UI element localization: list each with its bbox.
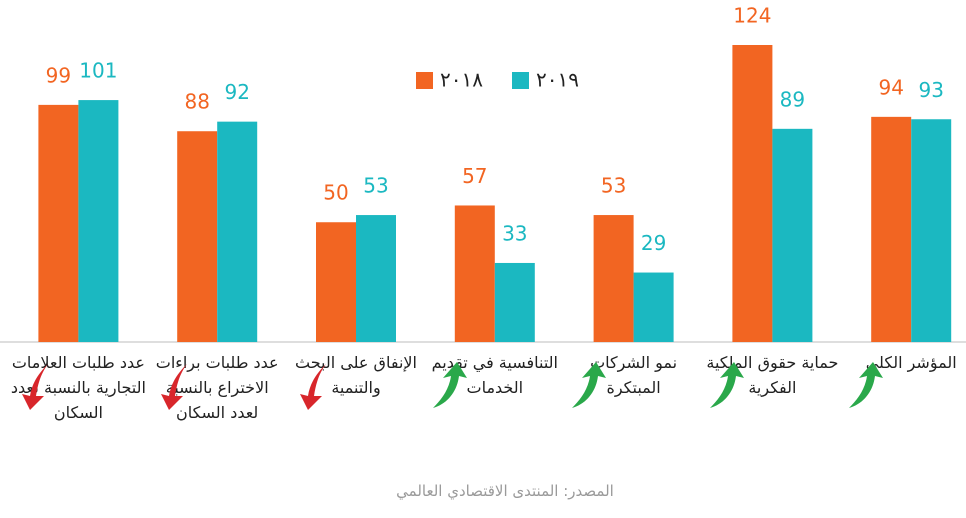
bar bbox=[356, 215, 396, 342]
arrow-shape bbox=[300, 364, 326, 410]
bar bbox=[494, 262, 535, 342]
bar bbox=[871, 116, 912, 343]
data-label: 29 bbox=[641, 231, 666, 255]
source-note: المصدر: المنتدى الاقتصادي العالمي bbox=[396, 482, 614, 500]
bar bbox=[177, 131, 218, 342]
trend-arrow bbox=[161, 364, 188, 410]
data-label: 92 bbox=[224, 80, 249, 104]
arrow-shape bbox=[710, 362, 745, 408]
x-tick-label: عدد طلبات العلامات التجارية بالنسبة لعدد… bbox=[10, 353, 146, 422]
bar bbox=[732, 45, 773, 342]
category-block: حماية حقوق الملكية الفكرية bbox=[704, 350, 840, 408]
data-label: 88 bbox=[184, 90, 209, 114]
data-label: 53 bbox=[601, 174, 626, 198]
bar bbox=[593, 215, 634, 342]
legend-label: ٢٠١٩ bbox=[536, 68, 579, 92]
data-label: 99 bbox=[46, 63, 71, 87]
trend-arrow bbox=[22, 364, 49, 410]
legend-label: ٢٠١٨ bbox=[440, 68, 483, 92]
x-tick-label: نمو الشركات المبتكرة bbox=[590, 353, 678, 397]
trend-arrow bbox=[710, 362, 745, 408]
x-tick-label: الإنفاق على البحث والتنمية bbox=[295, 353, 417, 397]
x-tick-label: المؤشر الكلي bbox=[865, 353, 957, 372]
data-label: 93 bbox=[918, 78, 943, 102]
data-label: 33 bbox=[502, 221, 527, 245]
category-block: عدد طلبات براءات الاختراع بالنسبة لعدد ا… bbox=[149, 350, 285, 425]
category-block: الإنفاق على البحث والتنمية bbox=[288, 350, 424, 410]
x-tick-label: عدد طلبات براءات الاختراع بالنسبة لعدد ا… bbox=[155, 353, 279, 422]
data-label: 53 bbox=[363, 174, 388, 198]
x-tick-label: التنافسية في تقديم الخدمات bbox=[431, 353, 558, 397]
data-label: 101 bbox=[79, 59, 117, 83]
trend-arrow bbox=[432, 362, 467, 408]
bar bbox=[911, 119, 952, 342]
trend-arrow bbox=[849, 362, 884, 408]
bar bbox=[38, 104, 79, 343]
data-label: 89 bbox=[780, 87, 805, 111]
arrow-shape bbox=[849, 362, 884, 408]
arrow-shape bbox=[22, 364, 49, 410]
bar bbox=[454, 205, 495, 342]
arrow-shape bbox=[432, 362, 467, 408]
bar bbox=[316, 222, 356, 342]
category-block: عدد طلبات العلامات التجارية بالنسبة لعدد… bbox=[10, 350, 146, 425]
arrow-shape bbox=[571, 362, 606, 408]
data-label: 94 bbox=[878, 75, 903, 99]
category-block: نمو الشركات المبتكرة bbox=[566, 350, 702, 408]
legend-swatch bbox=[416, 72, 433, 89]
bar bbox=[772, 128, 813, 342]
category-block: المؤشر الكلي bbox=[843, 350, 966, 408]
bar bbox=[78, 100, 119, 342]
trend-arrow bbox=[571, 362, 606, 408]
arrow-shape bbox=[161, 364, 188, 410]
bar bbox=[633, 272, 674, 342]
bar bbox=[217, 121, 258, 342]
legend-swatch bbox=[512, 72, 529, 89]
x-tick-label: حماية حقوق الملكية الفكرية bbox=[706, 353, 839, 397]
data-label: 124 bbox=[733, 4, 771, 28]
trend-arrow bbox=[300, 364, 326, 410]
data-label: 50 bbox=[323, 181, 348, 205]
data-label: 57 bbox=[462, 164, 487, 188]
category-block: التنافسية في تقديم الخدمات bbox=[427, 350, 563, 408]
